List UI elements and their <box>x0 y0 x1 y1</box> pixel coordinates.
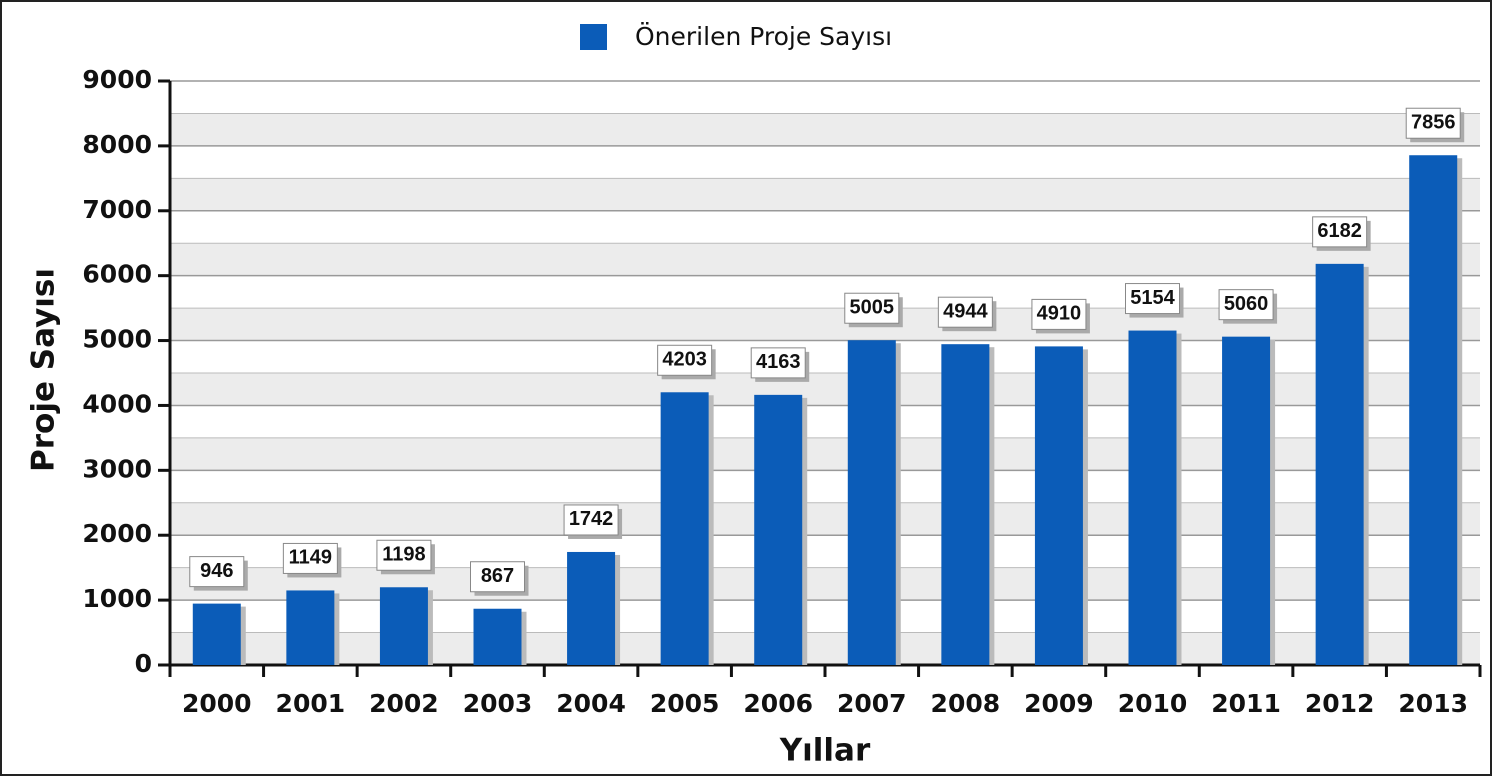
value-label: 5005 <box>850 297 895 319</box>
value-label-box <box>1031 298 1087 330</box>
grid-band <box>170 178 1480 211</box>
grid-band <box>170 502 1480 536</box>
value-label-box <box>282 542 338 574</box>
bar <box>192 603 241 665</box>
x-tick-label: 2009 <box>1024 689 1094 718</box>
x-tick-label: 2001 <box>276 689 346 718</box>
x-tick-label: 2004 <box>556 689 626 718</box>
value-label-box <box>1405 107 1461 139</box>
value-label-box <box>189 556 245 588</box>
x-tick-label: 2000 <box>182 689 252 718</box>
grid-band <box>170 308 1480 341</box>
value-label: 7856 <box>1411 112 1456 134</box>
x-tick-label: 2008 <box>931 689 1001 718</box>
x-tick-label: 2011 <box>1211 689 1281 718</box>
value-label-box <box>1218 289 1274 321</box>
grid-band <box>170 632 1480 665</box>
value-label: 946 <box>200 560 233 582</box>
x-tick-label: 2003 <box>463 689 533 718</box>
legend-swatch <box>580 24 607 50</box>
x-tick-label: 2002 <box>369 689 439 718</box>
grid-band <box>170 373 1480 406</box>
value-label: 1198 <box>382 544 425 566</box>
grid-band <box>170 113 1480 146</box>
value-label-box <box>657 344 713 376</box>
value-label-box <box>563 504 619 536</box>
x-tick-label: 2012 <box>1305 689 1375 718</box>
y-tick-label: 9000 <box>82 65 152 94</box>
y-tick-label: 5000 <box>82 325 152 354</box>
y-axis-title: Proje Sayısı <box>26 268 62 472</box>
x-tick-label: 2010 <box>1118 689 1188 718</box>
y-tick-label: 8000 <box>82 130 152 159</box>
value-label-box <box>1312 216 1368 248</box>
y-tick-label: 7000 <box>82 195 152 224</box>
value-label: 1742 <box>569 508 614 530</box>
bar <box>379 587 428 665</box>
value-label: 6182 <box>1317 220 1362 242</box>
y-tick-label: 6000 <box>82 260 152 289</box>
value-label: 867 <box>481 565 514 587</box>
value-label: 4944 <box>943 300 988 322</box>
grid-band <box>170 243 1480 276</box>
y-tick-label: 1000 <box>82 584 152 613</box>
value-label-box <box>376 539 432 571</box>
x-axis-title: Yıllar <box>779 733 871 769</box>
grid-band <box>170 567 1480 601</box>
bar <box>286 590 335 665</box>
plot-background <box>170 80 1480 666</box>
bar <box>941 344 990 665</box>
x-tick-label: 2013 <box>1398 689 1468 718</box>
value-label: 1149 <box>289 547 332 569</box>
value-label-box <box>470 561 525 593</box>
y-tick-label: 0 <box>135 649 152 678</box>
value-label: 5060 <box>1224 293 1269 315</box>
bar <box>473 608 522 665</box>
bar <box>1034 346 1083 665</box>
legend-label: Önerilen Proje Sayısı <box>635 22 892 51</box>
value-label-box <box>1125 283 1180 315</box>
y-tick-label: 3000 <box>82 454 152 483</box>
value-label-box <box>844 292 900 324</box>
y-tick-label: 4000 <box>82 389 152 418</box>
bar <box>660 392 709 665</box>
bar <box>754 394 803 665</box>
bar <box>1409 155 1458 665</box>
bar <box>847 340 896 665</box>
bar <box>567 551 616 665</box>
bar <box>1222 336 1271 665</box>
value-label-box <box>937 296 993 328</box>
x-tick-label: 2006 <box>743 689 813 718</box>
x-tick-label: 2005 <box>650 689 720 718</box>
value-label: 5154 <box>1130 287 1175 309</box>
value-label: 4203 <box>662 349 707 371</box>
grid-band <box>170 437 1480 471</box>
value-label-box <box>750 347 806 379</box>
value-label: 4910 <box>1037 303 1082 325</box>
y-tick-label: 2000 <box>82 519 152 548</box>
bar <box>1315 263 1364 665</box>
value-label: 4163 <box>756 351 801 373</box>
bar <box>1128 330 1177 665</box>
x-tick-label: 2007 <box>837 689 907 718</box>
